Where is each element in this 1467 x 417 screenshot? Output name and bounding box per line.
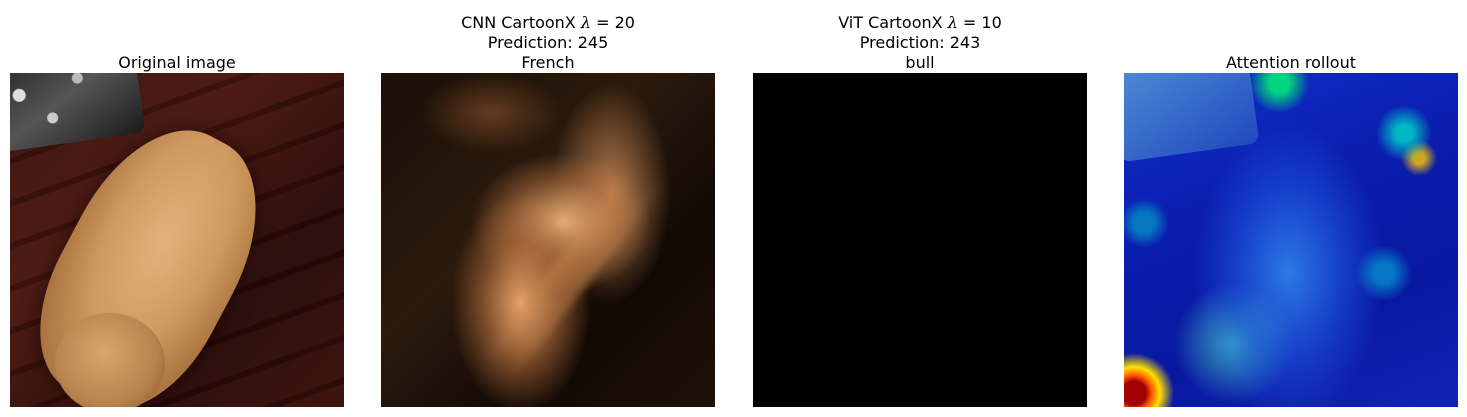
lambda-symbol: λ <box>947 13 958 32</box>
title-line-method: ViT CartoonX λ = 10 <box>753 13 1087 33</box>
title-line: Attention rollout <box>1225 53 1357 72</box>
title-line-prediction: Prediction: 245 <box>487 33 609 52</box>
vit-cartoonx-mask <box>753 73 1087 407</box>
title-line-prediction: Prediction: 243 <box>859 33 981 52</box>
mask-highlight <box>475 158 667 388</box>
panel-title: Original image <box>10 53 344 73</box>
panel-attention-rollout: Attention rollout <box>1124 0 1458 417</box>
lambda-value: = 20 <box>591 13 635 32</box>
method-label: CNN CartoonX <box>461 13 581 32</box>
lambda-symbol: λ <box>580 13 591 32</box>
title-line-class: bull <box>905 53 935 72</box>
panel-title: CNN CartoonX λ = 20 Prediction: 245 Fren… <box>381 13 715 73</box>
dog-head <box>55 313 165 407</box>
lambda-value: = 10 <box>957 13 1002 32</box>
title-line: Original image <box>118 53 236 72</box>
title-line-method: CNN CartoonX λ = 20 <box>381 13 715 33</box>
rug <box>10 73 146 154</box>
title-line-class: French <box>521 53 575 72</box>
panel-vit-cartoonx: ViT CartoonX λ = 10 Prediction: 243 bull <box>753 0 1087 417</box>
panel-original-image: Original image <box>10 0 344 417</box>
panel-title: Attention rollout <box>1124 53 1458 73</box>
panel-title: ViT CartoonX λ = 10 Prediction: 243 bull <box>753 13 1087 73</box>
panel-cnn-cartoonx: CNN CartoonX λ = 20 Prediction: 245 Fren… <box>381 0 715 417</box>
attention-rollout-heatmap <box>1124 73 1458 407</box>
rug <box>1124 73 1260 163</box>
method-label: ViT CartoonX <box>838 13 948 32</box>
cnn-cartoonx-mask <box>381 73 715 407</box>
original-dog-photo <box>10 73 344 407</box>
